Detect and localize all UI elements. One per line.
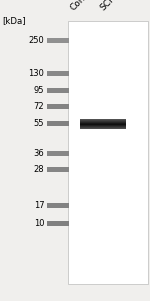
Text: 28: 28 [34,165,44,174]
Text: 17: 17 [34,201,44,210]
Bar [47,221,69,226]
Bar [47,167,69,172]
Text: 95: 95 [34,86,44,95]
Text: 10: 10 [34,219,44,228]
Bar [47,88,69,93]
Text: 36: 36 [33,149,44,158]
Text: 72: 72 [34,102,44,111]
Bar [68,21,148,284]
Text: 55: 55 [34,119,44,128]
Bar [47,104,69,109]
Bar [47,38,69,43]
Bar [47,71,69,76]
Text: [kDa]: [kDa] [2,17,26,26]
Text: Control: Control [69,0,98,12]
Bar [47,203,69,208]
Bar [47,121,69,126]
Bar [47,151,69,156]
Text: SCRN2: SCRN2 [99,0,127,12]
Text: 250: 250 [28,36,44,45]
Text: 130: 130 [28,69,44,78]
